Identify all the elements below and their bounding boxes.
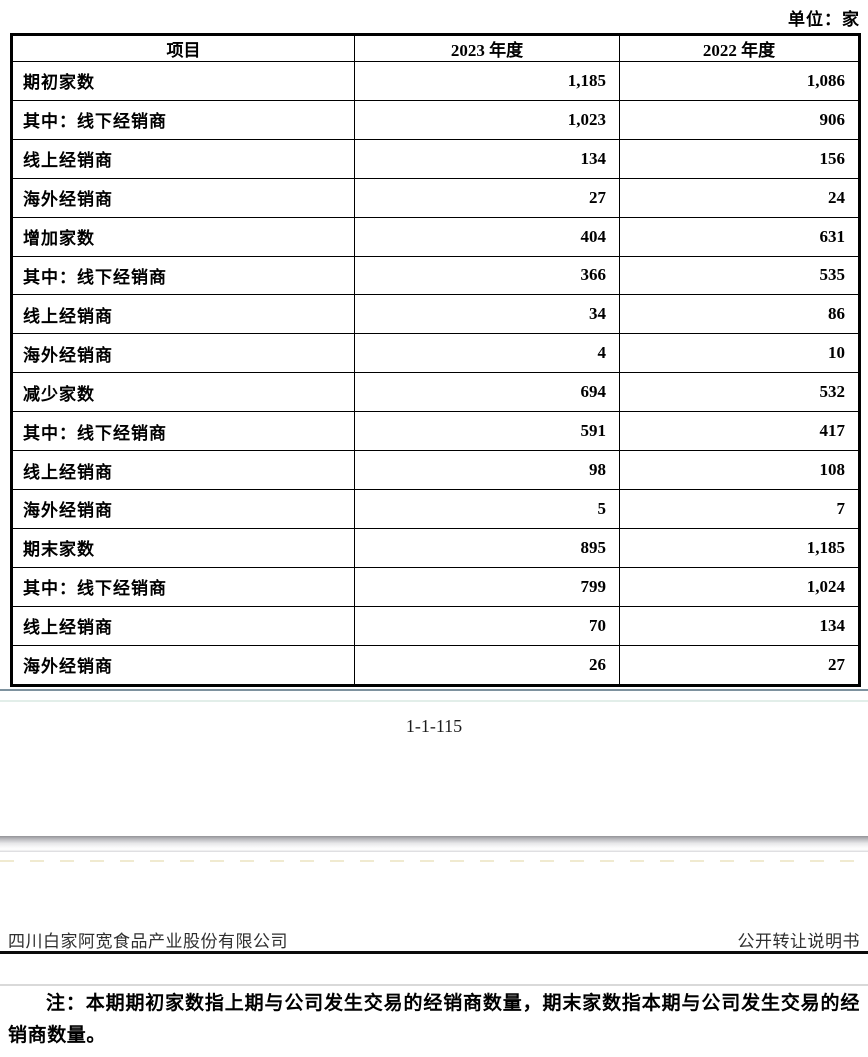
- table-row: 其中：线下经销商 591 417: [11, 411, 860, 452]
- value-2022-cell: 86: [619, 294, 860, 335]
- table-row: 线上经销商 70 134: [11, 605, 860, 646]
- item-label-cell: 其中：线下经销商: [11, 255, 355, 296]
- value-2023-cell: 5: [354, 488, 620, 529]
- item-label-cell: 减少家数: [11, 372, 355, 413]
- item-label-cell: 其中：线下经销商: [11, 99, 355, 140]
- value-2022-cell: 1,024: [619, 566, 860, 607]
- unit-label: 单位：家: [788, 10, 860, 29]
- item-label-cell: 线上经销商: [11, 605, 355, 646]
- table-row: 其中：线下经销商 366 535: [11, 255, 860, 296]
- value-2022-cell: 1,185: [619, 527, 860, 568]
- value-2022-cell: 134: [619, 605, 860, 646]
- value-2023-cell: 4: [354, 333, 620, 374]
- item-label-cell: 增加家数: [11, 216, 355, 257]
- table-row: 海外经销商 26 27: [11, 644, 860, 687]
- value-2023-cell: 27: [354, 177, 620, 218]
- table-header-row: 项目 2023 年度 2022 年度: [11, 34, 860, 62]
- value-2023-cell: 404: [354, 216, 620, 257]
- page-gap-separator: [0, 836, 868, 852]
- item-label-cell: 海外经销商: [11, 333, 355, 374]
- table-row: 期初家数 1,185 1,086: [11, 61, 860, 101]
- value-2023-cell: 98: [354, 450, 620, 490]
- dealer-count-table: 项目 2023 年度 2022 年度 期初家数 1,185 1,086 其中：线…: [10, 33, 861, 687]
- item-label-cell: 线上经销商: [11, 450, 355, 490]
- table-row: 线上经销商 134 156: [11, 138, 860, 179]
- table-body: 期初家数 1,185 1,086 其中：线下经销商 1,023 906 线上经销…: [11, 61, 860, 687]
- table-row: 其中：线下经销商 1,023 906: [11, 99, 860, 140]
- item-label-cell: 其中：线下经销商: [11, 411, 355, 452]
- value-2022-cell: 532: [619, 372, 860, 413]
- page-number: 1-1-115: [405, 716, 463, 736]
- value-2022-cell: 27: [619, 644, 860, 687]
- running-header: 四川白家阿宽食品产业股份有限公司 公开转让说明书: [8, 927, 860, 952]
- item-label-cell: 海外经销商: [11, 177, 355, 218]
- item-label-cell: 期初家数: [11, 61, 355, 101]
- table-row: 增加家数 404 631: [11, 216, 860, 257]
- value-2022-cell: 1,086: [619, 61, 860, 101]
- value-2023-cell: 366: [354, 255, 620, 296]
- header-rule: [0, 951, 868, 954]
- value-2023-cell: 34: [354, 294, 620, 335]
- value-2023-cell: 799: [354, 566, 620, 607]
- table-row: 海外经销商 5 7: [11, 488, 860, 529]
- company-name: 四川白家阿宽食品产业股份有限公司: [8, 932, 288, 951]
- value-2022-cell: 7: [619, 488, 860, 529]
- note-text: 注：本期期初家数指上期与公司发生交易的经销商数量，期末家数指本期与公司发生交易的…: [8, 993, 860, 1046]
- value-2022-cell: 108: [619, 450, 860, 490]
- table-row: 海外经销商 4 10: [11, 333, 860, 374]
- table-row: 其中：线下经销商 799 1,024: [11, 566, 860, 607]
- table-row: 线上经销商 34 86: [11, 294, 860, 335]
- value-2023-cell: 26: [354, 644, 620, 687]
- value-2022-cell: 10: [619, 333, 860, 374]
- value-2022-cell: 417: [619, 411, 860, 452]
- column-header-item: 项目: [11, 34, 355, 62]
- faint-rule: [0, 984, 868, 986]
- value-2023-cell: 1,023: [354, 99, 620, 140]
- table-row: 期末家数 895 1,185: [11, 527, 860, 568]
- table-row: 线上经销商 98 108: [11, 450, 860, 490]
- table-row: 海外经销商 27 24: [11, 177, 860, 218]
- value-2023-cell: 694: [354, 372, 620, 413]
- page-gap-dotted-line: [0, 860, 868, 862]
- value-2022-cell: 156: [619, 138, 860, 179]
- value-2023-cell: 70: [354, 605, 620, 646]
- document-title: 公开转让说明书: [737, 932, 860, 951]
- value-2022-cell: 535: [619, 255, 860, 296]
- value-2023-cell: 134: [354, 138, 620, 179]
- item-label-cell: 线上经销商: [11, 138, 355, 179]
- item-label-cell: 期末家数: [11, 527, 355, 568]
- item-label-cell: 其中：线下经销商: [11, 566, 355, 607]
- item-label-cell: 海外经销商: [11, 644, 355, 687]
- column-header-2023: 2023 年度: [354, 34, 620, 62]
- value-2023-cell: 895: [354, 527, 620, 568]
- value-2022-cell: 631: [619, 216, 860, 257]
- separator-line: [0, 689, 868, 691]
- separator-line-faint: [0, 700, 868, 702]
- value-2023-cell: 591: [354, 411, 620, 452]
- column-header-2022: 2022 年度: [619, 34, 860, 62]
- item-label-cell: 线上经销商: [11, 294, 355, 335]
- value-2022-cell: 24: [619, 177, 860, 218]
- table-row: 减少家数 694 532: [11, 372, 860, 413]
- value-2023-cell: 1,185: [354, 61, 620, 101]
- value-2022-cell: 906: [619, 99, 860, 140]
- item-label-cell: 海外经销商: [11, 488, 355, 529]
